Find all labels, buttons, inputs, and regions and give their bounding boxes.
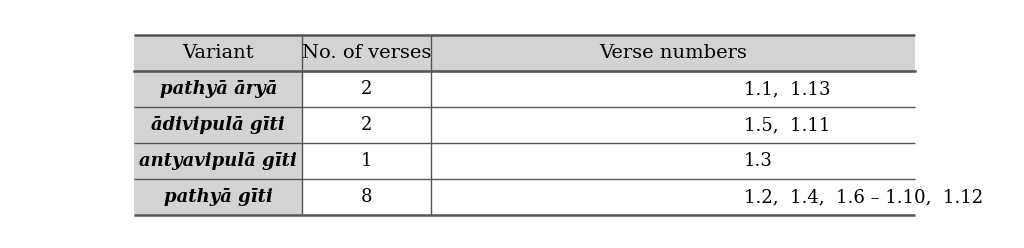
Bar: [302, 143, 431, 179]
Text: 1.3: 1.3: [743, 152, 772, 170]
Text: 1: 1: [360, 152, 373, 170]
Bar: [431, 107, 915, 143]
Text: Variant: Variant: [182, 44, 254, 62]
Bar: [431, 35, 915, 71]
Text: 2: 2: [361, 116, 373, 134]
Bar: [134, 71, 302, 107]
Bar: [134, 143, 302, 179]
Text: Verse numbers: Verse numbers: [599, 44, 748, 62]
Text: 1.2,  1.4,  1.6 – 1.10,  1.12: 1.2, 1.4, 1.6 – 1.10, 1.12: [743, 188, 983, 206]
Text: 8: 8: [360, 188, 373, 206]
Text: 1.1,  1.13: 1.1, 1.13: [743, 80, 830, 98]
Bar: [302, 35, 431, 71]
Text: 1.5,  1.11: 1.5, 1.11: [743, 116, 830, 134]
Bar: [302, 71, 431, 107]
Bar: [134, 107, 302, 143]
Text: pathyā āryā: pathyā āryā: [160, 80, 276, 98]
Text: pathyā gīti: pathyā gīti: [164, 188, 272, 206]
Text: ādivipulā gīti: ādivipulā gīti: [152, 116, 285, 134]
Bar: [134, 179, 302, 215]
Text: 2: 2: [361, 80, 373, 98]
Bar: [302, 107, 431, 143]
Bar: [431, 143, 915, 179]
Text: No. of verses: No. of verses: [302, 44, 431, 62]
Bar: [431, 179, 915, 215]
Bar: [431, 71, 915, 107]
Bar: [302, 179, 431, 215]
Text: antyavipulā gīti: antyavipulā gīti: [139, 152, 297, 170]
Bar: [134, 35, 302, 71]
